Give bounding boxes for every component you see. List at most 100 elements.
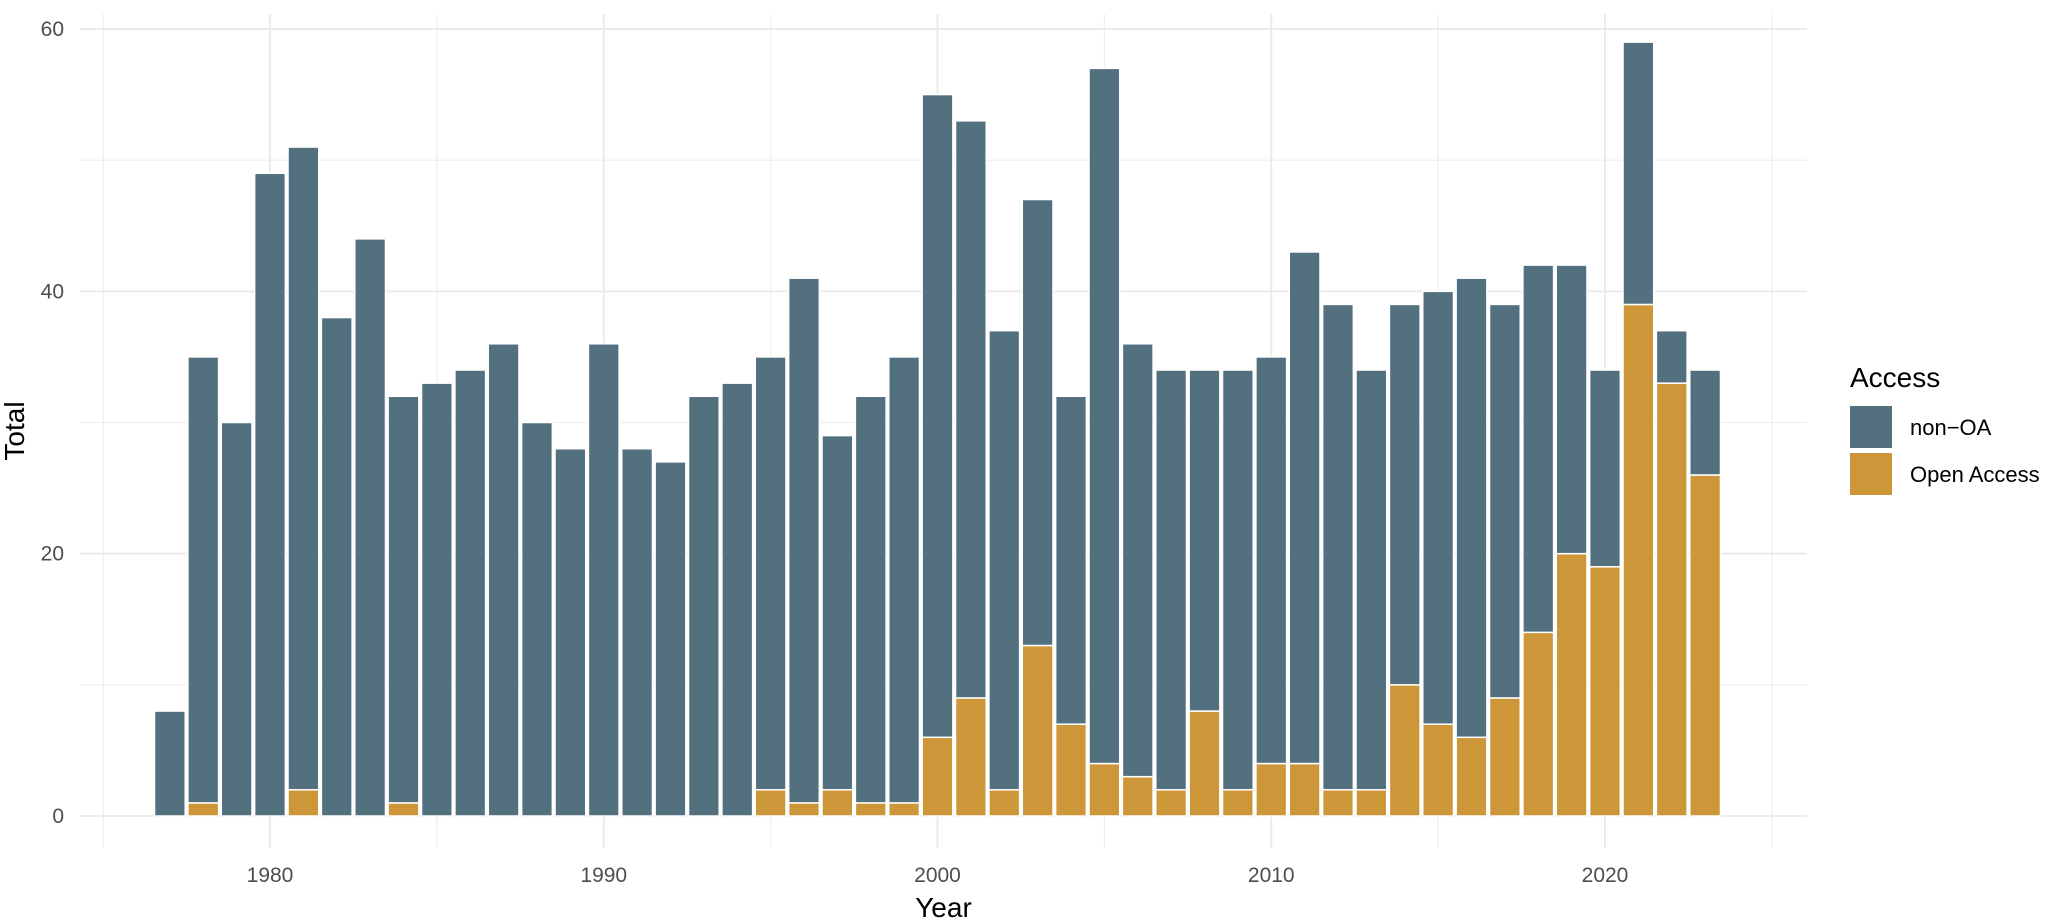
x-tick-label: 1980 bbox=[247, 864, 294, 887]
bar-non-oa-2001 bbox=[954, 120, 987, 699]
bar-open-access-1999 bbox=[888, 802, 921, 817]
bar-non-oa-2012 bbox=[1321, 303, 1355, 791]
bar-open-access-1981 bbox=[287, 789, 320, 817]
bar-non-oa-2007 bbox=[1155, 369, 1188, 791]
x-axis-ticks: 1980 1990 2000 2010 2020 bbox=[247, 864, 1629, 887]
bar-non-oa-2008 bbox=[1188, 369, 1221, 712]
bar-non-oa-1993 bbox=[687, 395, 720, 817]
bar-non-oa-1997 bbox=[821, 434, 854, 791]
bar-open-access-1997 bbox=[821, 789, 854, 817]
bar-open-access-2021 bbox=[1622, 303, 1655, 817]
bar-open-access-2009 bbox=[1221, 789, 1254, 817]
bar-non-oa-1998 bbox=[854, 395, 887, 804]
bar-open-access-2014 bbox=[1388, 684, 1421, 817]
y-axis-title: Total bbox=[0, 401, 30, 460]
bar-open-access-1984 bbox=[387, 802, 420, 817]
legend-items: non−OA Open Access bbox=[1850, 406, 2040, 495]
bar-non-oa-1999 bbox=[888, 356, 921, 804]
legend-swatch bbox=[1850, 453, 1892, 495]
bar-non-oa-2004 bbox=[1054, 395, 1088, 725]
bar-non-oa-1985 bbox=[420, 382, 453, 817]
bar-open-access-2022 bbox=[1655, 382, 1688, 817]
bar-non-oa-2020 bbox=[1588, 369, 1622, 568]
bar-non-oa-2006 bbox=[1121, 343, 1154, 778]
bar-non-oa-1996 bbox=[787, 277, 821, 804]
bar-non-oa-2017 bbox=[1488, 303, 1521, 699]
bar-open-access-1978 bbox=[187, 802, 220, 817]
bar-non-oa-2010 bbox=[1255, 356, 1288, 765]
bar-non-oa-1984 bbox=[387, 395, 420, 804]
bar-open-access-2000 bbox=[921, 736, 954, 817]
x-tick-label: 2010 bbox=[1248, 864, 1295, 887]
bar-open-access-2007 bbox=[1155, 789, 1188, 817]
bar-open-access-2006 bbox=[1121, 775, 1154, 817]
bar-non-oa-2003 bbox=[1021, 198, 1054, 647]
legend-title: Access bbox=[1850, 362, 1940, 393]
legend-swatch bbox=[1850, 406, 1892, 448]
bar-non-oa-1995 bbox=[754, 356, 787, 791]
bar-open-access-2019 bbox=[1555, 552, 1588, 817]
bar-non-oa-1983 bbox=[354, 238, 387, 817]
bar-open-access-2001 bbox=[954, 697, 987, 817]
bar-open-access-2017 bbox=[1488, 697, 1521, 817]
bar-non-oa-1979 bbox=[220, 421, 253, 817]
bar-non-oa-1986 bbox=[454, 369, 487, 817]
bar-non-oa-1994 bbox=[721, 382, 754, 817]
bar-open-access-2002 bbox=[988, 789, 1021, 817]
bar-open-access-2012 bbox=[1321, 789, 1355, 817]
bar-non-oa-1980 bbox=[253, 172, 287, 817]
x-tick-label: 2020 bbox=[1582, 864, 1629, 887]
bar-open-access-1998 bbox=[854, 802, 887, 817]
bars bbox=[153, 41, 1722, 817]
bar-non-oa-2023 bbox=[1689, 369, 1722, 476]
bar-open-access-2016 bbox=[1455, 736, 1488, 817]
bar-non-oa-2022 bbox=[1655, 329, 1688, 384]
bar-non-oa-1987 bbox=[487, 343, 520, 817]
y-tick-label: 60 bbox=[41, 18, 64, 41]
legend-label: non−OA bbox=[1910, 415, 1992, 440]
bar-non-oa-2009 bbox=[1221, 369, 1254, 791]
x-axis-title: Year bbox=[915, 892, 972, 923]
bar-non-oa-2019 bbox=[1555, 264, 1588, 555]
bar-non-oa-2013 bbox=[1355, 369, 1388, 791]
bar-open-access-1995 bbox=[754, 789, 787, 817]
bar-open-access-2020 bbox=[1588, 566, 1622, 817]
bar-open-access-2018 bbox=[1522, 631, 1555, 817]
bar-non-oa-2015 bbox=[1422, 290, 1455, 725]
bar-open-access-2008 bbox=[1188, 710, 1221, 817]
bar-non-oa-1982 bbox=[320, 316, 353, 817]
bar-non-oa-2005 bbox=[1088, 67, 1121, 765]
y-axis-ticks: 0 20 40 60 bbox=[41, 18, 64, 828]
bar-open-access-2015 bbox=[1422, 723, 1455, 817]
bar-open-access-2013 bbox=[1355, 789, 1388, 817]
bar-non-oa-1988 bbox=[520, 421, 554, 817]
bar-non-oa-1978 bbox=[187, 356, 220, 804]
bar-non-oa-2016 bbox=[1455, 277, 1488, 739]
bar-open-access-2004 bbox=[1054, 723, 1088, 817]
legend-label: Open Access bbox=[1910, 462, 2040, 487]
bar-non-oa-2014 bbox=[1388, 303, 1421, 686]
bar-non-oa-2011 bbox=[1288, 251, 1321, 765]
bar-open-access-2023 bbox=[1689, 474, 1722, 817]
bar-non-oa-2000 bbox=[921, 93, 954, 739]
bar-open-access-2003 bbox=[1021, 644, 1054, 817]
bar-non-oa-1981 bbox=[287, 146, 320, 791]
legend: Access non−OA Open Access bbox=[1850, 362, 2040, 495]
bar-non-oa-1991 bbox=[621, 447, 654, 817]
x-tick-label: 2000 bbox=[914, 864, 961, 887]
bar-non-oa-1990 bbox=[587, 343, 620, 817]
y-tick-label: 40 bbox=[41, 280, 64, 303]
bar-non-oa-2018 bbox=[1522, 264, 1555, 634]
x-tick-label: 1990 bbox=[580, 864, 627, 887]
bar-non-oa-1977 bbox=[153, 710, 186, 817]
bar-non-oa-1992 bbox=[654, 461, 687, 817]
bar-open-access-2010 bbox=[1255, 762, 1288, 817]
bar-non-oa-2002 bbox=[988, 329, 1021, 791]
bar-open-access-1996 bbox=[787, 802, 821, 817]
bar-non-oa-1989 bbox=[554, 447, 587, 817]
bar-non-oa-2021 bbox=[1622, 41, 1655, 306]
y-tick-label: 0 bbox=[52, 805, 64, 828]
bar-open-access-2005 bbox=[1088, 762, 1121, 817]
y-tick-label: 20 bbox=[41, 543, 64, 566]
